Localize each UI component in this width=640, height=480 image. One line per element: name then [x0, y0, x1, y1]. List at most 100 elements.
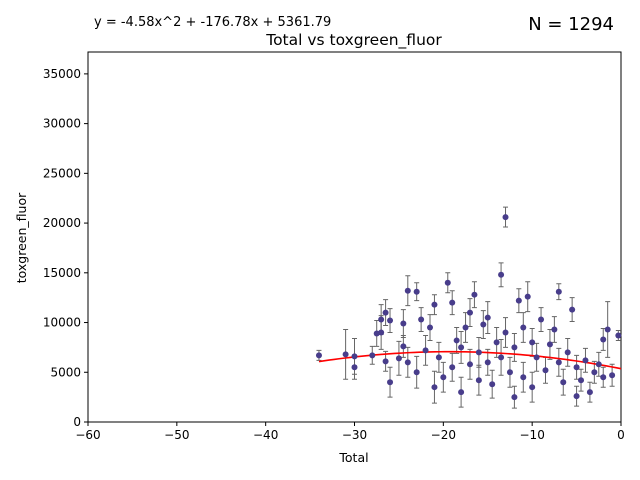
- data-point: [493, 339, 500, 346]
- data-point: [413, 369, 420, 376]
- x-tick-label: −30: [342, 428, 367, 442]
- y-tick-label: 5000: [50, 365, 81, 379]
- data-point: [542, 367, 549, 374]
- data-point: [387, 379, 394, 386]
- data-point: [395, 355, 402, 362]
- x-tick-label: −40: [253, 428, 278, 442]
- data-point: [520, 374, 527, 381]
- data-point: [475, 349, 482, 356]
- data-point: [315, 352, 322, 359]
- data-point: [418, 316, 425, 323]
- data-point: [586, 389, 593, 396]
- data-point: [444, 279, 451, 286]
- data-point: [564, 349, 571, 356]
- data-point: [480, 321, 487, 328]
- data-point: [498, 354, 505, 361]
- data-point: [475, 377, 482, 384]
- data-point: [449, 299, 456, 306]
- data-point: [600, 374, 607, 381]
- x-tick-label: −50: [164, 428, 189, 442]
- data-point: [569, 306, 576, 313]
- data-point: [529, 339, 536, 346]
- y-tick-label: 30000: [43, 117, 81, 131]
- data-point: [551, 326, 558, 333]
- chart-title: Total vs toxgreen_fluor: [265, 31, 442, 50]
- data-point: [382, 309, 389, 316]
- data-point: [560, 379, 567, 386]
- data-point: [400, 320, 407, 327]
- data-point: [462, 324, 469, 331]
- y-tick-label: 20000: [43, 216, 81, 230]
- y-tick-label: 35000: [43, 67, 81, 81]
- data-point: [484, 359, 491, 366]
- y-tick-label: 0: [73, 415, 81, 429]
- x-tick-label: −20: [431, 428, 456, 442]
- data-point: [369, 352, 376, 359]
- data-point: [440, 374, 447, 381]
- y-tick-label: 15000: [43, 266, 81, 280]
- data-point: [524, 293, 531, 300]
- data-point: [404, 359, 411, 366]
- data-point: [520, 324, 527, 331]
- data-point: [466, 361, 473, 368]
- data-point: [351, 353, 358, 360]
- data-point: [378, 316, 385, 323]
- data-point: [595, 361, 602, 368]
- data-point: [378, 329, 385, 336]
- data-point: [573, 364, 580, 371]
- y-tick-label: 10000: [43, 316, 81, 330]
- data-point: [400, 343, 407, 350]
- data-point: [471, 291, 478, 298]
- data-point: [458, 344, 465, 351]
- plot-area: −60 −50 −40 −30 −20 −10 0 0 5000 10000 15000 20000 2…: [43, 51, 625, 442]
- data-point: [529, 384, 536, 391]
- data-point: [382, 358, 389, 365]
- sample-count: N = 1294: [528, 14, 614, 35]
- data-point: [555, 359, 562, 366]
- data-point: [387, 317, 394, 324]
- x-tick-label: −60: [75, 428, 100, 442]
- data-point: [431, 384, 438, 391]
- data-point: [498, 271, 505, 278]
- data-point: [489, 381, 496, 388]
- data-point: [458, 389, 465, 396]
- data-point: [591, 369, 598, 376]
- data-point: [427, 324, 434, 331]
- data-point: [453, 337, 460, 344]
- x-axis-label: Total: [338, 450, 368, 465]
- data-point: [431, 301, 438, 308]
- y-axis-label: toxgreen_fluor: [14, 192, 29, 283]
- data-point: [573, 393, 580, 400]
- data-point: [578, 377, 585, 384]
- data-point: [600, 336, 607, 343]
- data-point: [502, 214, 509, 221]
- x-tick-label: 0: [617, 428, 625, 442]
- data-point: [546, 341, 553, 348]
- data-point: [555, 288, 562, 295]
- data-point: [351, 364, 358, 371]
- data-point: [506, 369, 513, 376]
- data-point: [435, 354, 442, 361]
- data-point: [511, 394, 518, 401]
- data-point: [582, 357, 589, 364]
- y-tick-label: 25000: [43, 166, 81, 180]
- data-point: [449, 364, 456, 371]
- data-point: [533, 354, 540, 361]
- data-layer: [315, 206, 622, 409]
- data-point: [604, 326, 611, 333]
- data-point: [404, 287, 411, 294]
- x-tick-label: −10: [520, 428, 545, 442]
- data-point: [511, 344, 518, 351]
- data-point: [609, 372, 616, 379]
- data-point: [615, 332, 622, 339]
- data-point: [484, 314, 491, 321]
- data-point: [538, 316, 545, 323]
- data-point: [466, 309, 473, 316]
- data-point: [515, 297, 522, 304]
- fit-equation: y = -4.58x^2 + -176.78x + 5361.79: [94, 15, 331, 30]
- data-point: [422, 347, 429, 354]
- data-point: [502, 329, 509, 336]
- data-point: [413, 288, 420, 295]
- data-point: [342, 351, 349, 358]
